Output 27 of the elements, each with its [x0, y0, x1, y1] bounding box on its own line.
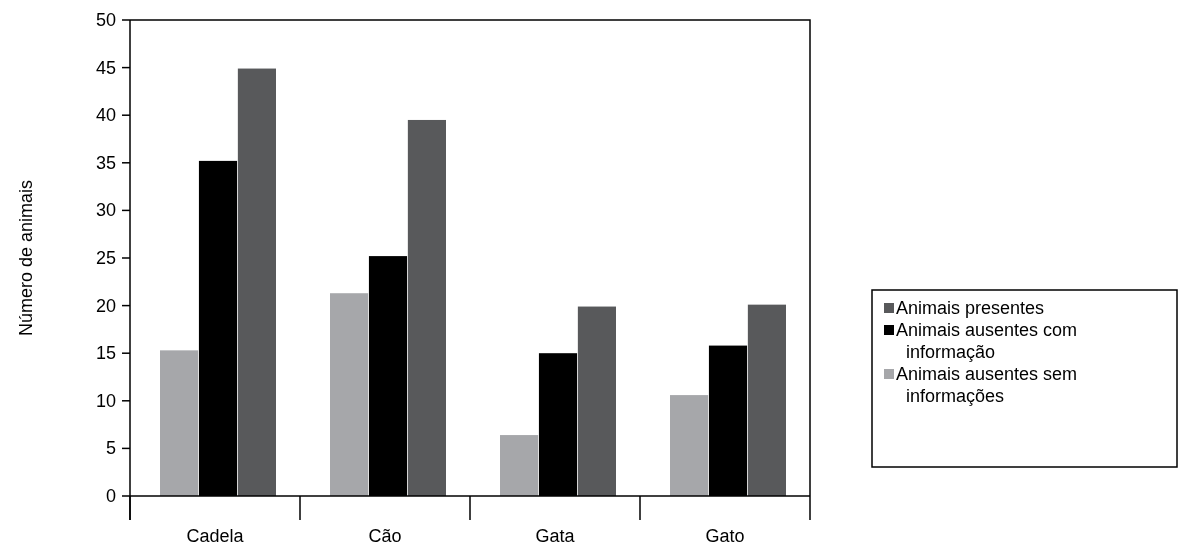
y-tick-label: 0 — [105, 486, 116, 506]
bar — [160, 350, 199, 496]
legend-label: Animais ausentes com informação — [896, 320, 1078, 362]
y-tick-label: 5 — [105, 438, 116, 459]
x-tick-label: Cadela — [186, 526, 245, 546]
bar — [330, 293, 369, 496]
y-tick-label: 25 — [95, 248, 116, 268]
y-tick-label: 40 — [95, 105, 116, 126]
legend-label: Animais ausentes sem informações — [896, 364, 1078, 406]
bar — [577, 306, 616, 496]
y-tick-label: 15 — [95, 343, 116, 364]
bar — [500, 435, 539, 496]
bar — [407, 119, 446, 496]
y-tick-label: 50 — [95, 10, 116, 30]
x-tick-label: Cão — [368, 526, 402, 546]
bar — [237, 68, 276, 496]
bar — [670, 395, 709, 496]
x-tick-label: Gata — [535, 526, 576, 546]
y-tick-label: 20 — [95, 295, 116, 316]
bar — [747, 304, 786, 496]
y-axis-title: Número de animais — [16, 179, 36, 337]
legend-label: Animais presentes — [896, 298, 1045, 318]
y-tick-label: 10 — [95, 390, 116, 411]
x-tick-label: Gato — [705, 526, 745, 546]
y-tick-label: 35 — [95, 152, 116, 173]
y-tick-label: 30 — [95, 200, 116, 221]
y-tick-label: 45 — [95, 57, 116, 78]
